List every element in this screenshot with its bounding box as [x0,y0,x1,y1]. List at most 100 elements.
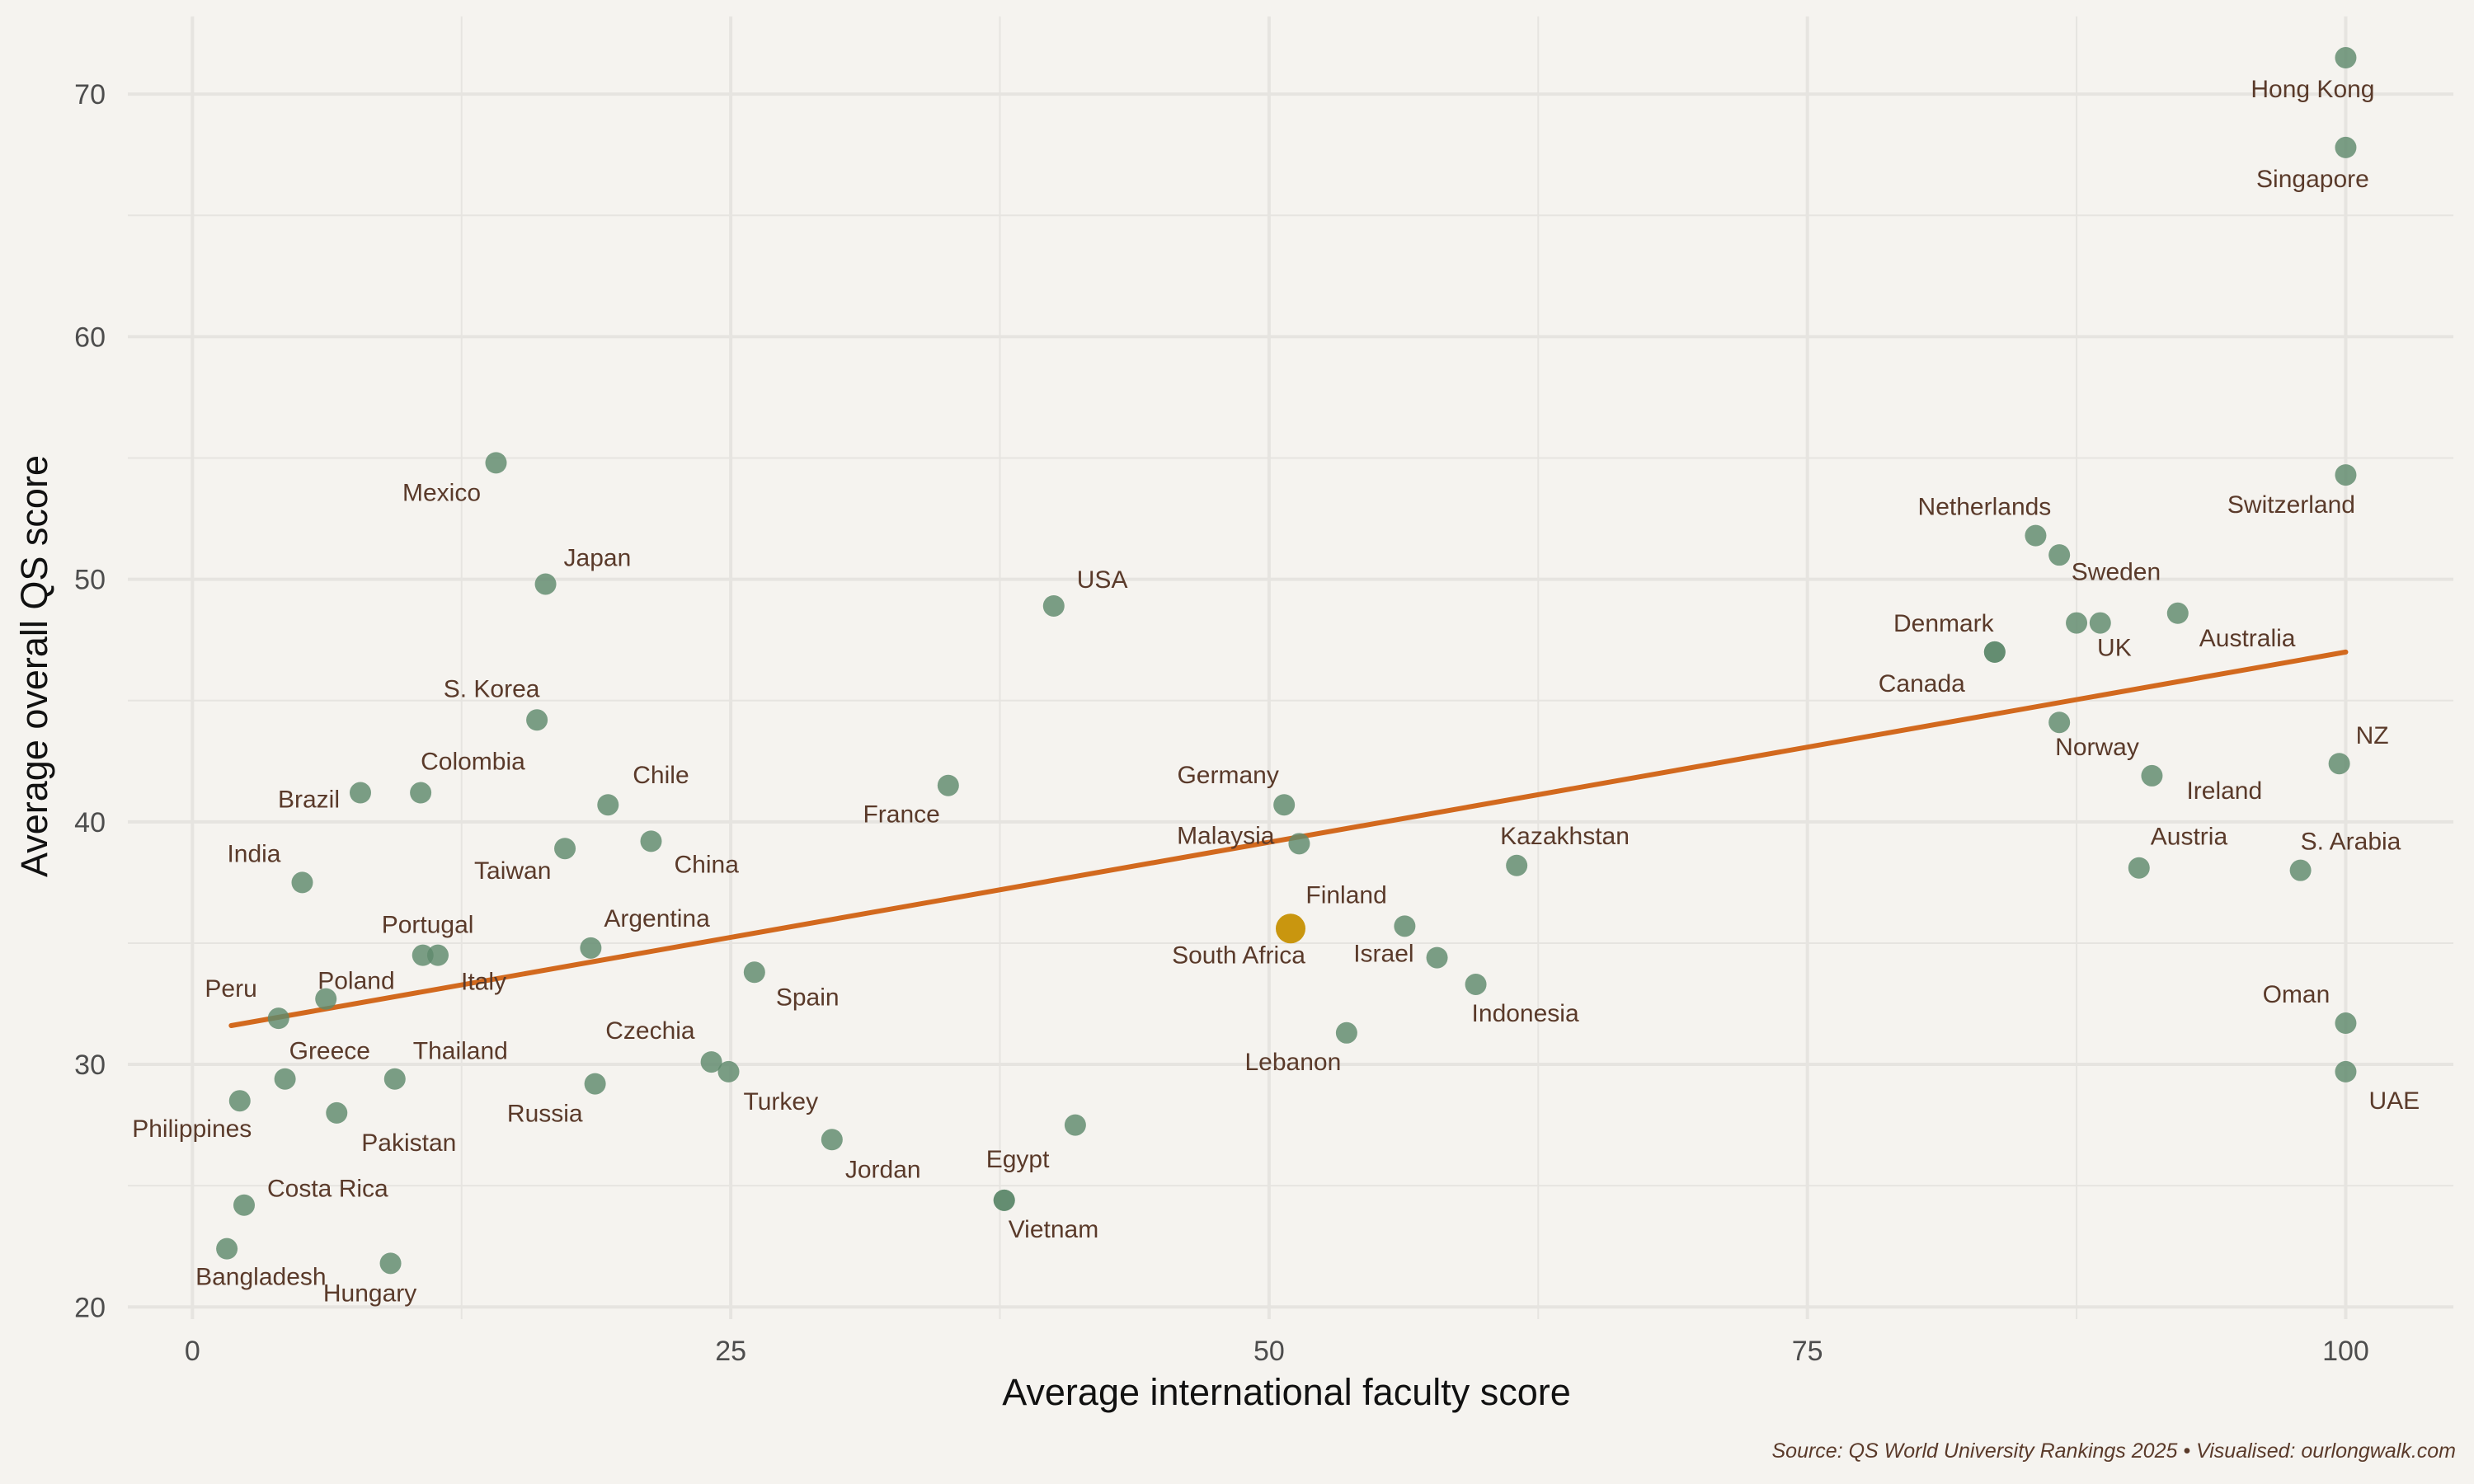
point-label-germany: Germany [1177,762,1278,789]
data-point-usa [1042,594,1065,617]
data-point-russia [584,1073,606,1095]
data-point-south-africa [1276,913,1305,944]
point-label-denmark: Denmark [1893,610,1995,637]
point-label-china: China [675,851,740,878]
point-label-chile: Chile [633,762,689,789]
point-label-norway: Norway [2055,734,2139,761]
point-label-peru: Peru [205,975,256,1003]
grid-major [128,16,2453,1319]
data-point-s-korea [526,709,548,731]
data-point-pakistan [326,1101,348,1124]
point-label-south-africa: South Africa [1172,942,1305,969]
point-label-switzerland: Switzerland [2227,491,2355,519]
data-point-sweden [2089,612,2111,634]
point-label-hungary: Hungary [323,1280,416,1307]
point-label-ireland: Ireland [2186,777,2262,805]
data-point-australia [2166,602,2189,624]
y-tick-label: 30 [74,1050,106,1081]
data-point-uk [2066,612,2088,634]
point-label-taiwan: Taiwan [474,857,551,885]
trend-line [228,649,2349,1028]
point-label-nz: NZ [2356,722,2389,749]
data-point-malaysia [1288,833,1310,855]
point-label-bangladesh: Bangladesh [195,1264,326,1291]
data-point-unlabelled [2048,544,2071,566]
x-tick-label: 0 [185,1336,200,1367]
data-point-spain [743,961,765,984]
point-label-argentina: Argentina [604,905,710,932]
data-point-peru [267,1007,289,1030]
data-point-italy [427,944,449,966]
data-point-canada [1983,641,2006,663]
data-point-unlabelled [1064,1114,1086,1136]
data-point-ireland [2141,764,2163,787]
point-label-jordan: Jordan [845,1156,921,1183]
point-label-india: India [227,840,280,867]
data-point-costa-rica [233,1194,255,1216]
data-point-vietnam [993,1189,1015,1211]
data-point-thailand [383,1068,406,1090]
point-label-s-arabia: S. Arabia [2301,829,2401,856]
x-axis-title: Average international faculty score [1002,1371,1571,1413]
data-point-israel [1426,946,1448,969]
data-point-india [291,871,313,894]
data-point-poland [315,988,337,1010]
trend-line-group [228,649,2349,1028]
data-point-singapore [2335,136,2357,158]
point-label-netherlands: Netherlands [1918,494,2052,521]
data-point-netherlands [2025,524,2047,547]
point-label-usa: USA [1077,566,1128,594]
data-point-norway [2048,711,2071,734]
point-label-brazil: Brazil [278,787,340,814]
data-point-brazil [350,782,371,804]
point-label-hong-kong: Hong Kong [2251,76,2374,103]
data-point-switzerland [2335,464,2357,486]
data-point-japan [534,573,557,595]
point-label-australia: Australia [2199,625,2296,652]
y-tick-label: 60 [74,322,106,353]
point-label-mexico: Mexico [402,479,481,506]
point-label-colombia: Colombia [421,749,525,776]
point-label-egypt: Egypt [986,1146,1050,1173]
point-label-finland: Finland [1305,881,1386,909]
y-axis-title: Average overall QS score [13,455,55,877]
data-point-uae [2335,1060,2357,1082]
data-point-france [937,774,959,796]
y-axis-ticks: 20 30 40 50 60 70 [74,79,106,1323]
point-label-japan: Japan [564,544,632,571]
data-points [216,47,2357,1275]
point-label-uk: UK [2097,635,2132,662]
data-point-chile [597,794,619,816]
point-label-kazakhstan: Kazakhstan [1500,823,1630,850]
y-tick-label: 70 [74,79,106,110]
data-point-germany [1273,794,1296,816]
x-tick-label: 100 [2322,1336,2369,1367]
data-point-hong-kong [2335,47,2357,69]
point-label-oman: Oman [2263,981,2331,1008]
data-point-jordan [821,1129,843,1151]
data-point-philippines [228,1090,251,1112]
y-tick-label: 50 [74,565,106,596]
point-label-turkey: Turkey [744,1088,819,1115]
x-tick-label: 75 [1792,1336,1823,1367]
point-label-france: France [863,801,939,829]
data-point-taiwan [554,838,576,860]
data-point-mexico [485,452,507,474]
x-tick-label: 50 [1253,1336,1285,1367]
point-label-poland: Poland [317,968,394,995]
point-label-uae: UAE [2368,1087,2420,1115]
data-point-turkey [717,1060,740,1082]
point-label-spain: Spain [776,984,840,1011]
point-label-malaysia: Malaysia [1177,822,1275,849]
point-label-philippines: Philippines [132,1115,252,1143]
point-label-costa-rica: Costa Rica [267,1176,388,1203]
data-point-indonesia [1465,973,1487,995]
point-label-portugal: Portugal [382,912,474,939]
point-label-pakistan: Pakistan [361,1129,456,1157]
point-labels: Hong Kong Singapore Mexico Switzerland Nethe… [132,76,2420,1307]
point-label-italy: Italy [461,969,506,996]
data-point-colombia [410,782,432,804]
x-tick-label: 25 [715,1336,746,1367]
